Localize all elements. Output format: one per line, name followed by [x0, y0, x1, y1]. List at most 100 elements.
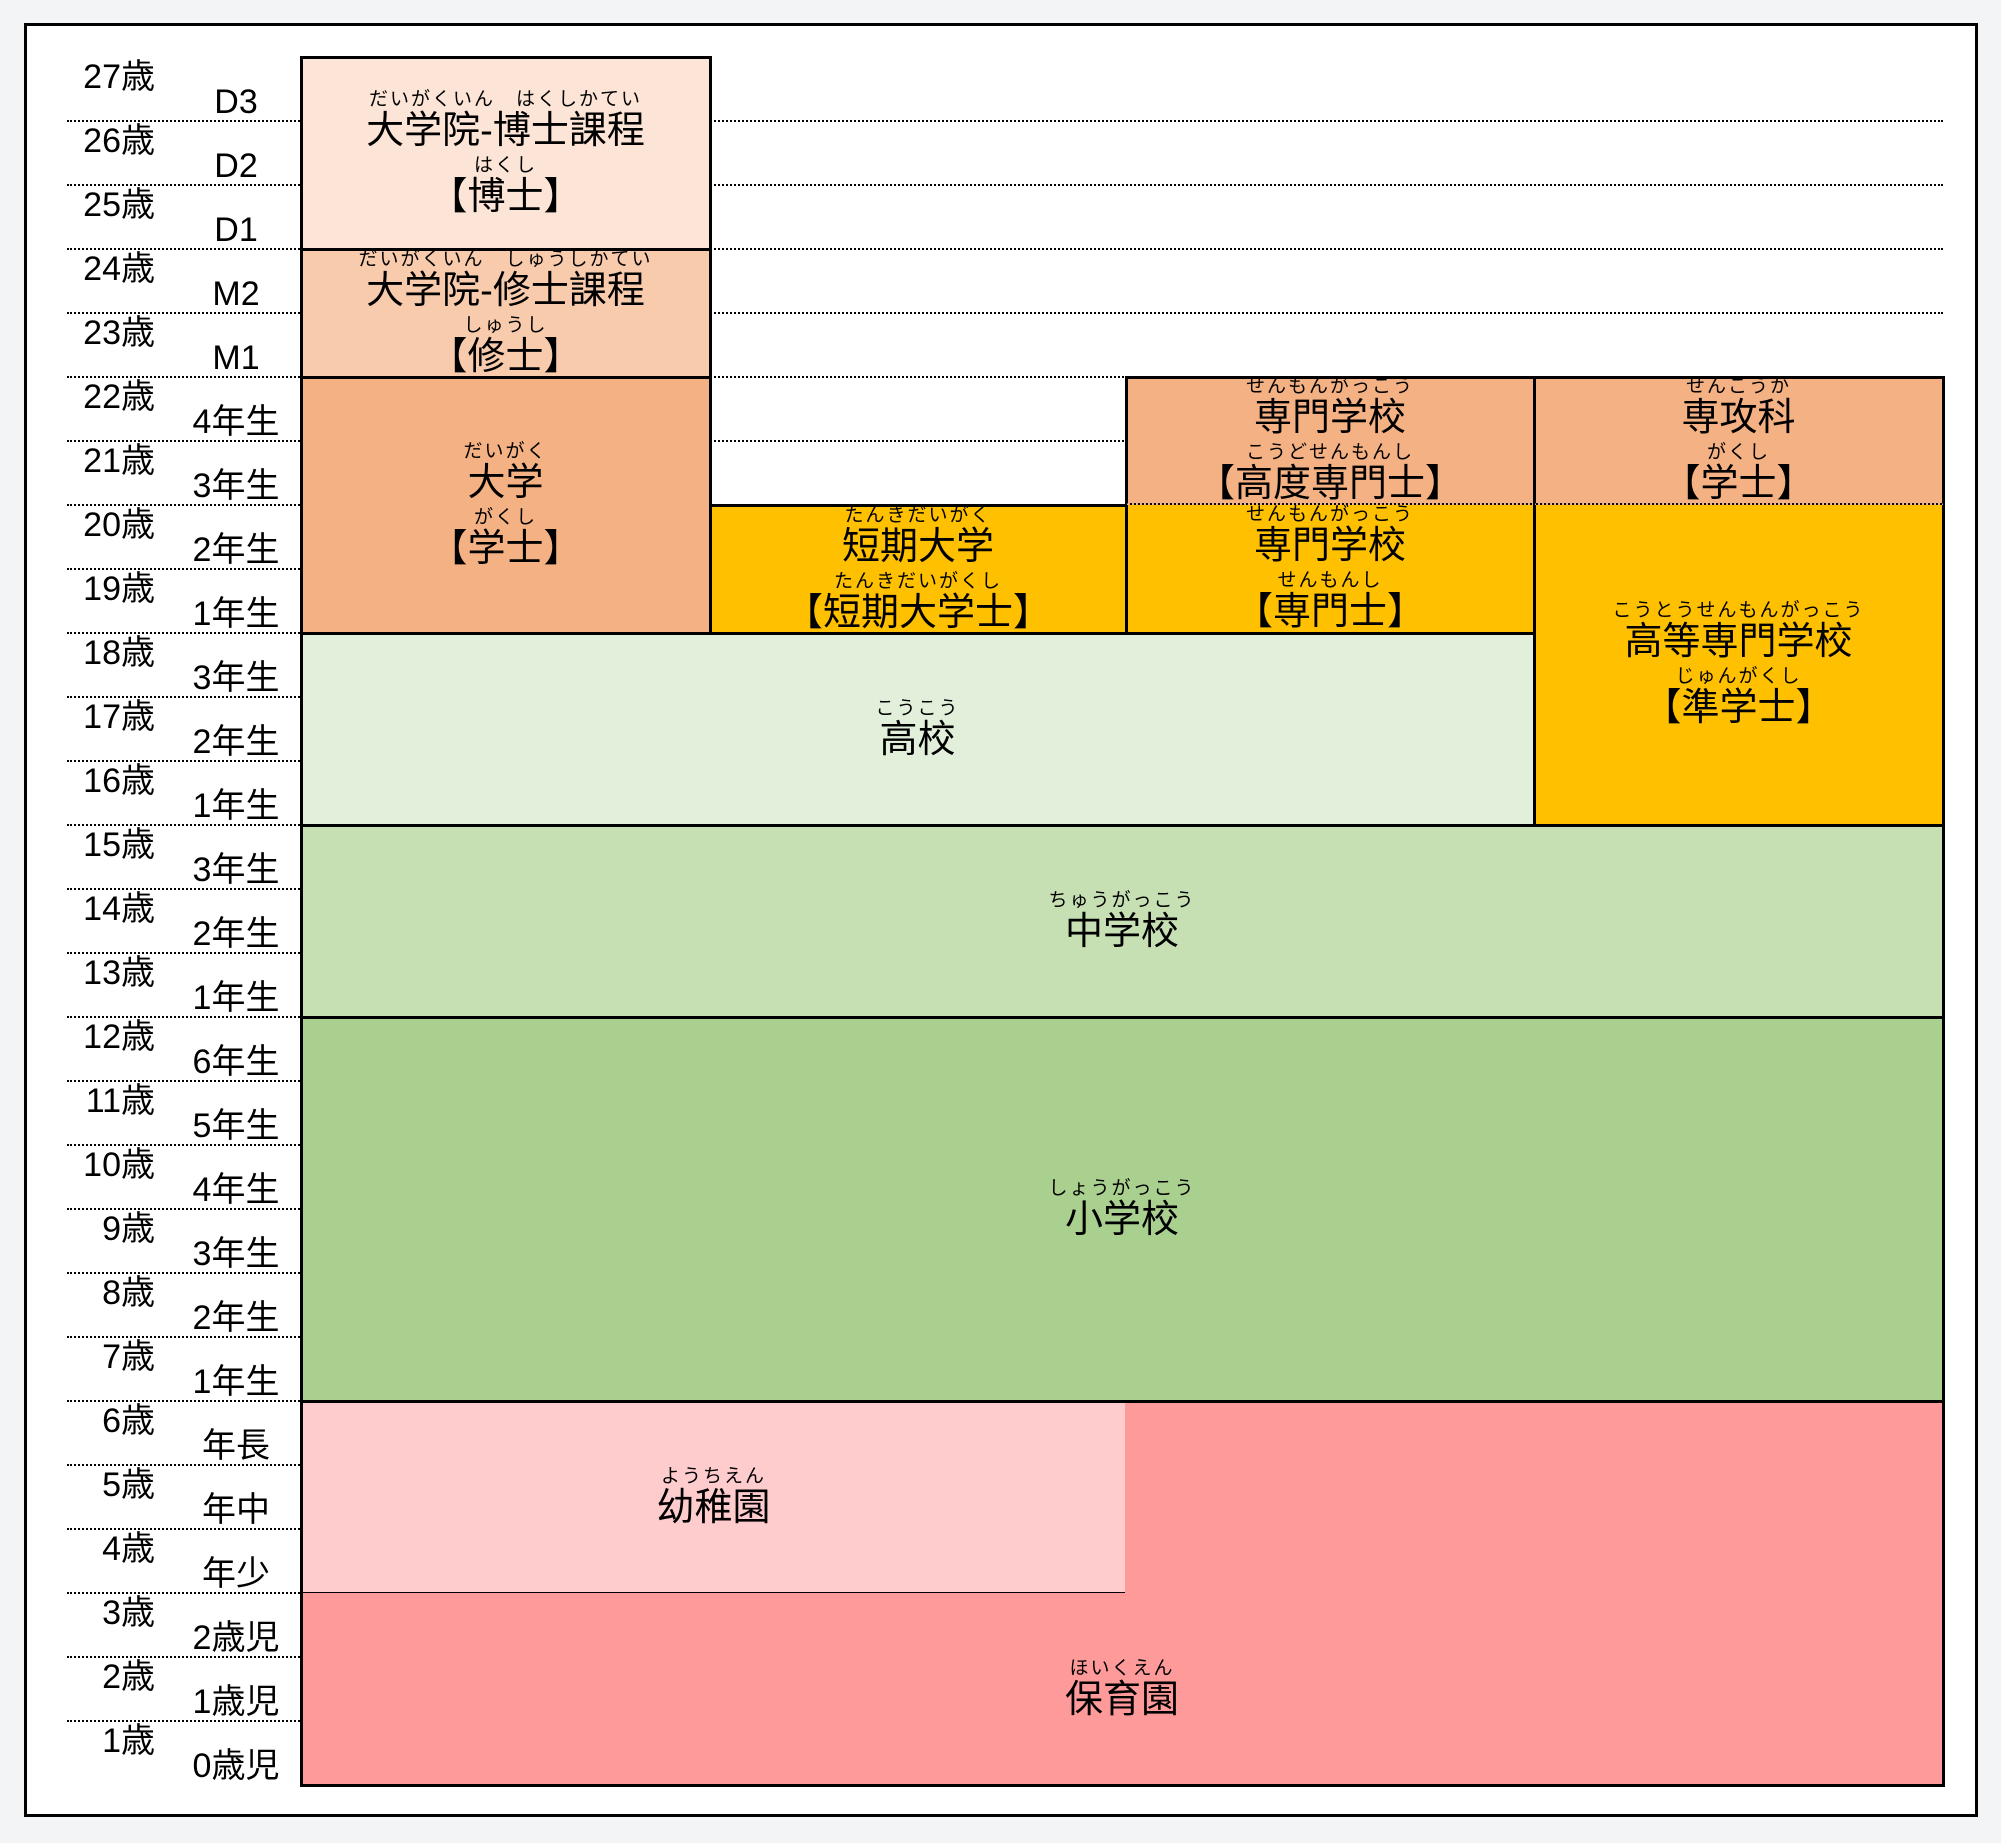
grade-label: D1 — [214, 211, 258, 249]
grade-label: 年中 — [202, 1491, 270, 1529]
age-label: 17歳 — [83, 698, 155, 736]
block-title: 専攻科 — [1681, 397, 1796, 440]
block-senkoka: せんこうか 専攻科 がくし 【学士】 — [1532, 375, 1945, 505]
grade-label: 2年生 — [192, 723, 280, 761]
block-high-school: こうこう 高校 — [299, 631, 1536, 827]
block-degree-group: がくし 【学士】 — [1662, 442, 1814, 505]
block-furigana: ちゅうがっこう — [1048, 889, 1196, 911]
age-label: 22歳 — [83, 378, 155, 416]
age-label: 8歳 — [102, 1274, 155, 1312]
grade-label: D3 — [214, 83, 258, 121]
grade-label: 2年生 — [192, 1299, 280, 1337]
grade-label: 4年生 — [192, 403, 280, 441]
age-gridline — [67, 440, 1943, 442]
block-furigana: せんもんがっこう — [1245, 376, 1414, 398]
block-degree: 【学士】 — [429, 527, 582, 570]
block-furigana: こうとうせんもんがっこう — [1612, 599, 1865, 621]
block-degree-furigana: こうどせんもんし — [1245, 442, 1414, 464]
block-grad-masters: だいがくいん しゅうしかてい 大学院-修士課程 しゅうし 【修士】 — [299, 247, 712, 379]
block-furigana: せんもんがっこう — [1245, 503, 1414, 525]
block-title: 小学校 — [1064, 1198, 1179, 1241]
block-furigana: だいがくいん はくしかてい — [368, 88, 642, 110]
block-furigana: たんきだいがく — [844, 504, 992, 526]
block-kosen: こうとうせんもんがっこう 高等専門学校 じゅんがくし 【準学士】 — [1532, 505, 1945, 827]
block-furigana: しょうがっこう — [1048, 1177, 1196, 1199]
block-nursery-upper — [1124, 1399, 1945, 1593]
age-label: 1歳 — [102, 1722, 155, 1760]
age-label: 20歳 — [83, 506, 155, 544]
age-label: 5歳 — [102, 1466, 155, 1504]
age-label: 23歳 — [83, 314, 155, 352]
grade-label: D2 — [214, 147, 258, 185]
age-label: 27歳 — [83, 58, 155, 96]
block-title: 大学院-修士課程 — [366, 269, 645, 312]
grade-label: 2年生 — [192, 915, 280, 953]
grade-label: 1年生 — [192, 979, 280, 1017]
grade-label: 2年生 — [192, 531, 280, 569]
age-label: 7歳 — [102, 1338, 155, 1376]
age-gridline — [67, 312, 1943, 314]
age-label: 2歳 — [102, 1658, 155, 1696]
age-gridline — [67, 120, 1943, 122]
age-label: 21歳 — [83, 442, 155, 480]
block-title: 高校 — [879, 718, 956, 761]
age-gridline — [67, 184, 1943, 186]
age-label: 18歳 — [83, 634, 155, 672]
block-title: 専門学校 — [1253, 524, 1406, 567]
block-furigana: だいがく — [463, 440, 548, 462]
block-title: 保育園 — [1064, 1678, 1179, 1721]
block-degree-group: こうどせんもんし 【高度専門士】 — [1197, 442, 1463, 505]
grade-label: 5年生 — [192, 1107, 280, 1145]
grade-label: 0歳児 — [192, 1747, 280, 1785]
block-university: だいがく 大学 がくし 【学士】 — [299, 375, 712, 635]
block-degree: 【学士】 — [1662, 463, 1815, 506]
block-grad-doctoral: だいがくいん はくしかてい 大学院-博士課程 はくし 【博士】 — [299, 55, 712, 251]
block-vocational-advanced: せんもんがっこう 専門学校 こうどせんもんし 【高度専門士】 — [1124, 375, 1536, 505]
grade-label: 1歳児 — [192, 1683, 280, 1721]
block-junior-college: たんきだいがく 短期大学 たんきだいがくし 【短期大学士】 — [708, 503, 1128, 635]
grade-label: 3年生 — [192, 851, 280, 889]
block-furigana: せんこうか — [1685, 376, 1791, 398]
block-title: 大学院-博士課程 — [366, 109, 645, 152]
block-degree: 【博士】 — [429, 175, 582, 218]
grade-label: 6年生 — [192, 1043, 280, 1081]
block-furigana: だいがくいん しゅうしかてい — [358, 248, 653, 270]
block-title: 高等専門学校 — [1624, 620, 1853, 663]
block-degree-group: たんきだいがくし 【短期大学士】 — [785, 571, 1051, 634]
block-degree-furigana: たんきだいがくし — [833, 570, 1002, 592]
block-degree-furigana: せんもんし — [1277, 569, 1383, 591]
age-label: 6歳 — [102, 1402, 155, 1440]
block-furigana: ようちえん — [660, 1465, 766, 1487]
age-label: 4歳 — [102, 1530, 155, 1568]
block-title: 幼稚園 — [656, 1486, 771, 1529]
grade-label: 3年生 — [192, 659, 280, 697]
block-degree: 【短期大学士】 — [784, 591, 1051, 634]
block-title: 大学 — [467, 461, 544, 504]
block-nursery-label: ほいくえん 保育園 — [301, 1593, 1943, 1785]
grade-label: 1年生 — [192, 595, 280, 633]
block-degree-group: がくし 【学士】 — [429, 507, 581, 570]
age-label: 3歳 — [102, 1594, 155, 1632]
block-degree-group: はくし 【博士】 — [429, 155, 581, 218]
grade-label: 1年生 — [192, 787, 280, 825]
age-label: 19歳 — [83, 570, 155, 608]
grade-label: 3年生 — [192, 467, 280, 505]
block-degree-furigana: しゅうし — [463, 314, 548, 336]
block-degree-furigana: がくし — [473, 506, 537, 528]
block-junior-high-school: ちゅうがっこう 中学校 — [299, 823, 1945, 1019]
grade-label: M2 — [212, 275, 260, 313]
age-gridline — [67, 248, 1943, 250]
block-degree-furigana: はくし — [473, 154, 537, 176]
grade-label: 3年生 — [192, 1235, 280, 1273]
block-degree-furigana: がくし — [1706, 442, 1770, 464]
grade-label: 1年生 — [192, 1363, 280, 1401]
age-label: 25歳 — [83, 186, 155, 224]
block-furigana: ほいくえん — [1069, 1657, 1175, 1679]
block-nursery-lower — [299, 1593, 1945, 1787]
age-label: 14歳 — [83, 890, 155, 928]
age-gridline — [67, 376, 1943, 378]
age-label: 13歳 — [83, 954, 155, 992]
grade-label: M1 — [212, 339, 260, 377]
block-title: 短期大学 — [841, 525, 994, 568]
